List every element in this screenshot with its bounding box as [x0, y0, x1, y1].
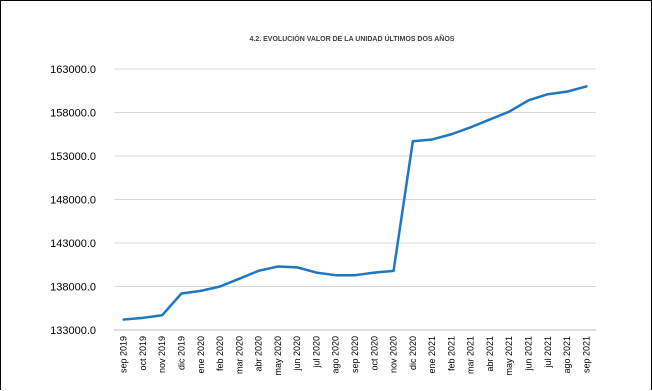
data-point	[295, 266, 299, 269]
x-tick-label: nov 2020	[389, 336, 399, 373]
x-tick-label: mar 2021	[466, 336, 476, 374]
x-axis: sep 2019 oct 2019 nov 2019 dic 2019 ene 2020…	[119, 336, 592, 376]
data-point	[315, 271, 318, 274]
x-tick-label: may 2021	[504, 336, 514, 376]
data-point	[546, 93, 549, 96]
data-point	[488, 118, 492, 121]
y-tick-label: 163000.0	[50, 64, 96, 76]
data-point	[334, 273, 337, 277]
x-tick-label: jun 2021	[524, 336, 534, 372]
x-tick-label: feb 2020	[215, 336, 225, 371]
x-tick-label: sep 2021	[581, 336, 591, 373]
x-tick-label: nov 2019	[157, 336, 167, 373]
x-tick-label: abr 2020	[254, 336, 264, 372]
data-point	[508, 110, 511, 113]
x-tick-label: jul 2020	[311, 336, 321, 369]
x-tick-label: feb 2021	[446, 336, 456, 371]
chart-title: 4.2. EVOLUCIÓN VALOR DE LA UNIDAD ÚLTIMO…	[250, 34, 455, 43]
x-tick-label: sep 2019	[119, 336, 129, 373]
series	[122, 85, 588, 321]
data-point	[450, 133, 453, 136]
x-tick-label: sep 2020	[350, 336, 360, 373]
data-point	[199, 289, 202, 293]
data-point	[373, 271, 376, 274]
gridlines	[114, 68, 596, 331]
data-point	[276, 265, 280, 268]
data-point	[565, 90, 569, 93]
data-point	[430, 138, 434, 141]
x-tick-label: abr 2021	[485, 336, 495, 372]
x-tick-label: ene 2021	[427, 336, 437, 374]
x-tick-label: jul 2021	[543, 336, 553, 369]
x-tick-label: ene 2020	[196, 336, 206, 374]
y-tick-label: 158000.0	[50, 108, 96, 120]
series-line	[122, 85, 588, 321]
data-point	[141, 316, 145, 320]
data-point	[180, 292, 183, 295]
data-point	[585, 85, 588, 88]
x-tick-label: ago 2020	[331, 336, 341, 374]
x-tick-label: jun 2020	[292, 336, 302, 372]
y-tick-label: 153000.0	[50, 151, 96, 163]
x-tick-label: oct 2020	[369, 336, 379, 371]
data-point	[411, 140, 415, 143]
data-point	[257, 269, 260, 273]
y-tick-label: 143000.0	[50, 238, 96, 250]
x-tick-label: oct 2019	[138, 336, 148, 371]
x-tick-label: may 2020	[273, 336, 283, 376]
x-tick-label: ago 2021	[562, 336, 572, 374]
data-point	[161, 314, 164, 317]
y-tick-label: 133000.0	[50, 325, 96, 337]
y-tick-label: 138000.0	[50, 282, 96, 294]
data-point	[353, 273, 357, 277]
x-tick-label: mar 2020	[234, 336, 244, 374]
y-axis: 163000.0 158000.0 153000.0 148000.0 143000.0…	[50, 64, 96, 337]
data-point	[122, 318, 125, 321]
data-point	[238, 277, 241, 280]
y-tick-label: 148000.0	[50, 195, 96, 207]
data-point	[218, 285, 222, 288]
x-tick-label: dic 2020	[408, 336, 418, 370]
data-point	[392, 269, 395, 273]
data-point	[469, 126, 472, 129]
data-point	[527, 99, 530, 102]
x-tick-label: dic 2019	[176, 336, 186, 370]
